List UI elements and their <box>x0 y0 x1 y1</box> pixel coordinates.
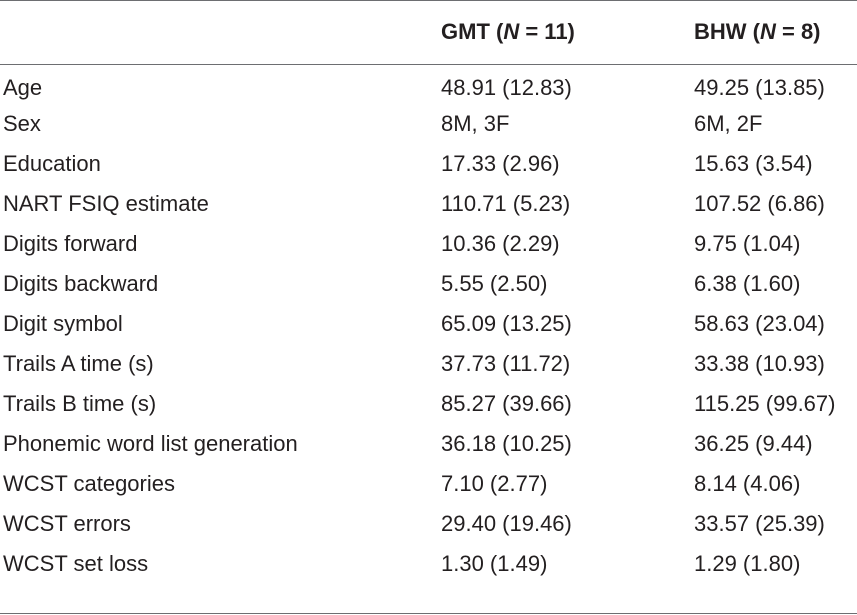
bhw-value: 49.25 (13.85) <box>694 75 825 100</box>
bhw-value: 33.57 (25.39) <box>694 511 825 536</box>
gmt-value: 36.18 (10.25) <box>441 431 572 456</box>
bhw-value: 33.38 (10.93) <box>694 351 825 376</box>
row-label: Education <box>3 151 101 176</box>
header-bhw-prefix: BHW ( <box>694 19 760 44</box>
row-label: Digits forward <box>3 231 138 256</box>
table-row: Trails A time (s) 37.73 (11.72) 33.38 (10.… <box>0 344 857 384</box>
bhw-value: 58.63 (23.04) <box>694 311 825 336</box>
header-gmt-suffix: = 11) <box>519 19 575 44</box>
table-row: NART FSIQ estimate 110.71 (5.23) 107.52 (6… <box>0 184 857 224</box>
header-bhw: BHW (N = 8) <box>694 0 857 64</box>
row-label: Trails A time (s) <box>3 351 154 376</box>
table-row: Age 48.91 (12.83) 49.25 (13.85) <box>0 64 857 104</box>
row-label: Digits backward <box>3 271 159 296</box>
top-rule <box>0 0 857 1</box>
table-row: WCST errors 29.40 (19.46) 33.57 (25.39) <box>0 504 857 544</box>
row-label: WCST categories <box>3 471 175 496</box>
bhw-value: 115.25 (99.67) <box>694 391 836 416</box>
header-bhw-n-symbol: N <box>759 19 776 44</box>
table-row: Digits backward 5.55 (2.50) 6.38 (1.60) <box>0 264 857 304</box>
bhw-value: 6.38 (1.60) <box>694 271 801 296</box>
bottom-rule <box>0 613 857 614</box>
row-label: Trails B time (s) <box>3 391 157 416</box>
row-label: Sex <box>3 111 41 136</box>
table-row: Sex 8M, 3F 6M, 2F <box>0 104 857 144</box>
table-row: Education 17.33 (2.96) 15.63 (3.54) <box>0 144 857 184</box>
row-label: Age <box>3 75 43 100</box>
row-label: Digit symbol <box>3 311 123 336</box>
table-row: WCST set loss 1.30 (1.49) 1.29 (1.80) <box>0 544 857 584</box>
header-gmt: GMT (N = 11) <box>441 0 694 64</box>
row-label: Phonemic word list generation <box>3 431 298 456</box>
gmt-value: 7.10 (2.77) <box>441 471 548 496</box>
gmt-value: 65.09 (13.25) <box>441 311 572 336</box>
row-label: WCST errors <box>3 511 131 536</box>
table-row: Phonemic word list generation 36.18 (10.2… <box>0 424 857 464</box>
table-row: Trails B time (s) 85.27 (39.66) 115.25 (99… <box>0 384 857 424</box>
bhw-value: 8.14 (4.06) <box>694 471 801 496</box>
bhw-value: 36.25 (9.44) <box>694 431 813 456</box>
bhw-value: 1.29 (1.80) <box>694 551 801 576</box>
row-label: WCST set loss <box>3 551 149 576</box>
gmt-value: 110.71 (5.23) <box>441 191 571 216</box>
header-label-column <box>0 0 441 64</box>
bhw-value: 15.63 (3.54) <box>694 151 813 176</box>
gmt-value: 85.27 (39.66) <box>441 391 572 416</box>
bhw-value: 6M, 2F <box>694 111 763 136</box>
bhw-value: 107.52 (6.86) <box>694 191 825 216</box>
header-gmt-n-symbol: N <box>503 19 520 44</box>
header-row: GMT (N = 11) BHW (N = 8) <box>0 0 857 64</box>
demographics-table: GMT (N = 11) BHW (N = 8) Age 48.91 (12.83… <box>0 0 857 584</box>
gmt-value: 1.30 (1.49) <box>441 551 548 576</box>
header-bhw-suffix: = 8) <box>775 19 821 44</box>
gmt-value: 5.55 (2.50) <box>441 271 548 296</box>
gmt-value: 29.40 (19.46) <box>441 511 572 536</box>
gmt-value: 17.33 (2.96) <box>441 151 560 176</box>
table-row: Digits forward 10.36 (2.29) 9.75 (1.04) <box>0 224 857 264</box>
gmt-value: 37.73 (11.72) <box>441 351 571 376</box>
row-label: NART FSIQ estimate <box>3 191 209 216</box>
header-rule <box>0 64 857 65</box>
gmt-value: 8M, 3F <box>441 111 510 136</box>
table-row: Digit symbol 65.09 (13.25) 58.63 (23.04) <box>0 304 857 344</box>
gmt-value: 10.36 (2.29) <box>441 231 560 256</box>
table-row: WCST categories 7.10 (2.77) 8.14 (4.06) <box>0 464 857 504</box>
header-gmt-prefix: GMT ( <box>441 19 504 44</box>
gmt-value: 48.91 (12.83) <box>441 75 572 100</box>
bhw-value: 9.75 (1.04) <box>694 231 801 256</box>
